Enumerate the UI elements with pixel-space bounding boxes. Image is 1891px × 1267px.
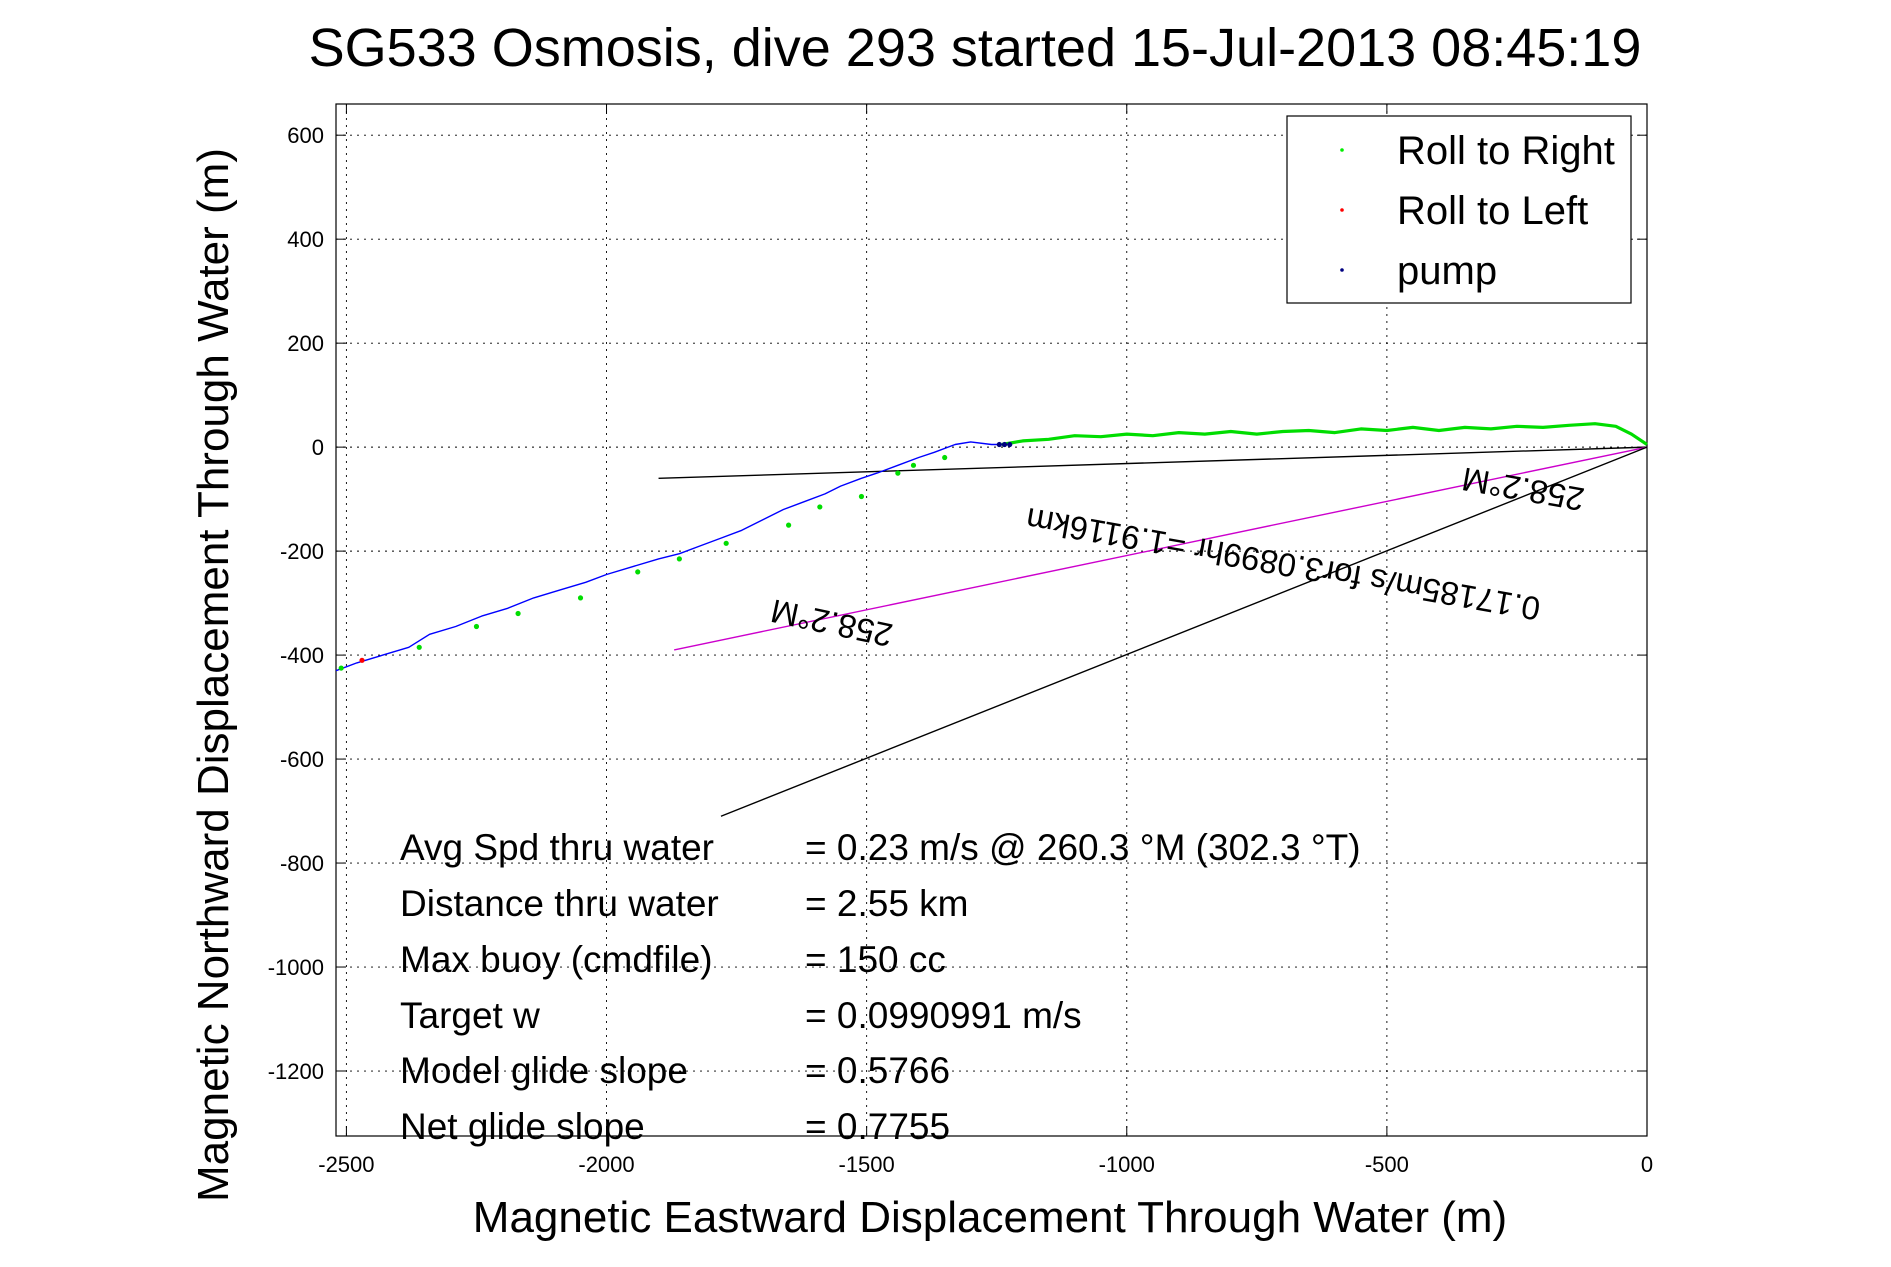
- x-tick-label: -2000: [578, 1152, 634, 1177]
- roll-right-marker: [515, 610, 521, 617]
- roll-right-marker: [786, 522, 792, 528]
- stat-value-model-glide: = 0.5766: [805, 1050, 950, 1091]
- stat-value-net-glide: = 0.7755: [805, 1106, 950, 1147]
- pump-marker: [996, 441, 1002, 448]
- x-tick-label: 0: [1641, 1152, 1653, 1177]
- y-tick-label: -400: [280, 643, 324, 668]
- legend: Roll to Right Roll to Left pump: [1286, 115, 1632, 304]
- x-tick-label: -1500: [839, 1152, 895, 1177]
- legend-label-pump: pump: [1397, 249, 1497, 293]
- stat-label-model-glide: Model glide slope: [400, 1050, 688, 1091]
- y-tick-label: -800: [280, 851, 324, 876]
- reference-lines: [658, 446, 1648, 817]
- stat-label-distance: Distance thru water: [400, 883, 719, 924]
- roll-right-marker: [577, 595, 584, 601]
- stat-value-max-buoy: = 150 cc: [805, 939, 946, 980]
- pump-marker: [1007, 441, 1013, 448]
- stat-label-target-w: Target w: [400, 995, 540, 1036]
- roll-right-marker: [817, 504, 823, 510]
- roll-right-marker: [676, 556, 682, 562]
- legend-marker-roll-left: [1340, 208, 1344, 212]
- roll-right-marker: [416, 644, 422, 650]
- y-tick-label: 200: [287, 331, 324, 356]
- roll-right-marker: [635, 569, 641, 575]
- y-axis-label: Magnetic Northward Displacement Through …: [189, 148, 238, 1202]
- y-tick-label: 600: [287, 123, 324, 148]
- y-tick-label: 400: [287, 227, 324, 252]
- legend-box: [1286, 115, 1632, 304]
- stat-value-distance: = 2.55 km: [805, 883, 969, 924]
- stat-label-max-buoy: Max buoy (cmdfile): [400, 939, 713, 980]
- chart-title: SG533 Osmosis, dive 293 started 15-Jul-2…: [309, 18, 1642, 78]
- legend-label-roll-right: Roll to Right: [1397, 129, 1615, 173]
- x-tick-label: -500: [1365, 1152, 1409, 1177]
- track-line-roll-right: [1001, 422, 1648, 447]
- roll-right-marker: [723, 540, 729, 546]
- reference-line-black: [658, 446, 1648, 480]
- y-tick-label: -600: [280, 747, 324, 772]
- legend-marker-roll-right: [1340, 148, 1344, 152]
- roll-right-marker: [858, 493, 865, 500]
- stat-label-avg-speed: Avg Spd thru water: [400, 827, 714, 868]
- y-tick-label: -1000: [268, 955, 324, 980]
- legend-marker-pump: [1340, 268, 1344, 272]
- x-tick-label: -2500: [318, 1152, 374, 1177]
- pump-marker: [1001, 441, 1008, 448]
- legend-label-roll-left: Roll to Left: [1397, 189, 1588, 233]
- dive-stats: Avg Spd thru water = 0.23 m/s @ 260.3 °M…: [400, 827, 1361, 1147]
- roll-right-marker: [473, 623, 480, 630]
- series-layer: [335, 422, 1648, 672]
- y-tick-label: -1200: [268, 1059, 324, 1084]
- x-tick-label: -1000: [1099, 1152, 1155, 1177]
- reference-line-glide: [720, 446, 1648, 817]
- y-tick-label: 0: [312, 435, 324, 460]
- roll-right-marker: [338, 665, 344, 671]
- x-axis-label: Magnetic Eastward Displacement Through W…: [473, 1193, 1507, 1242]
- stat-label-net-glide: Net glide slope: [400, 1106, 645, 1147]
- roll-left-marker: [359, 657, 365, 663]
- plot-area: [335, 103, 1648, 1137]
- roll-right-marker: [942, 454, 948, 461]
- stat-value-avg-speed: = 0.23 m/s @ 260.3 °M (302.3 °T): [805, 827, 1361, 868]
- markers-layer: [338, 441, 1013, 671]
- stat-value-target-w: = 0.0990991 m/s: [805, 995, 1082, 1036]
- axis-ticks: -2500 -2000 -1500 -1000 -500 0 600 400 200 0 -200 -…: [268, 104, 1653, 1177]
- reference-line-magenta: [674, 446, 1648, 651]
- track-line-blue: [335, 441, 1008, 672]
- roll-right-marker: [910, 462, 917, 468]
- y-tick-label: -200: [280, 539, 324, 564]
- roll-right-marker: [895, 470, 901, 476]
